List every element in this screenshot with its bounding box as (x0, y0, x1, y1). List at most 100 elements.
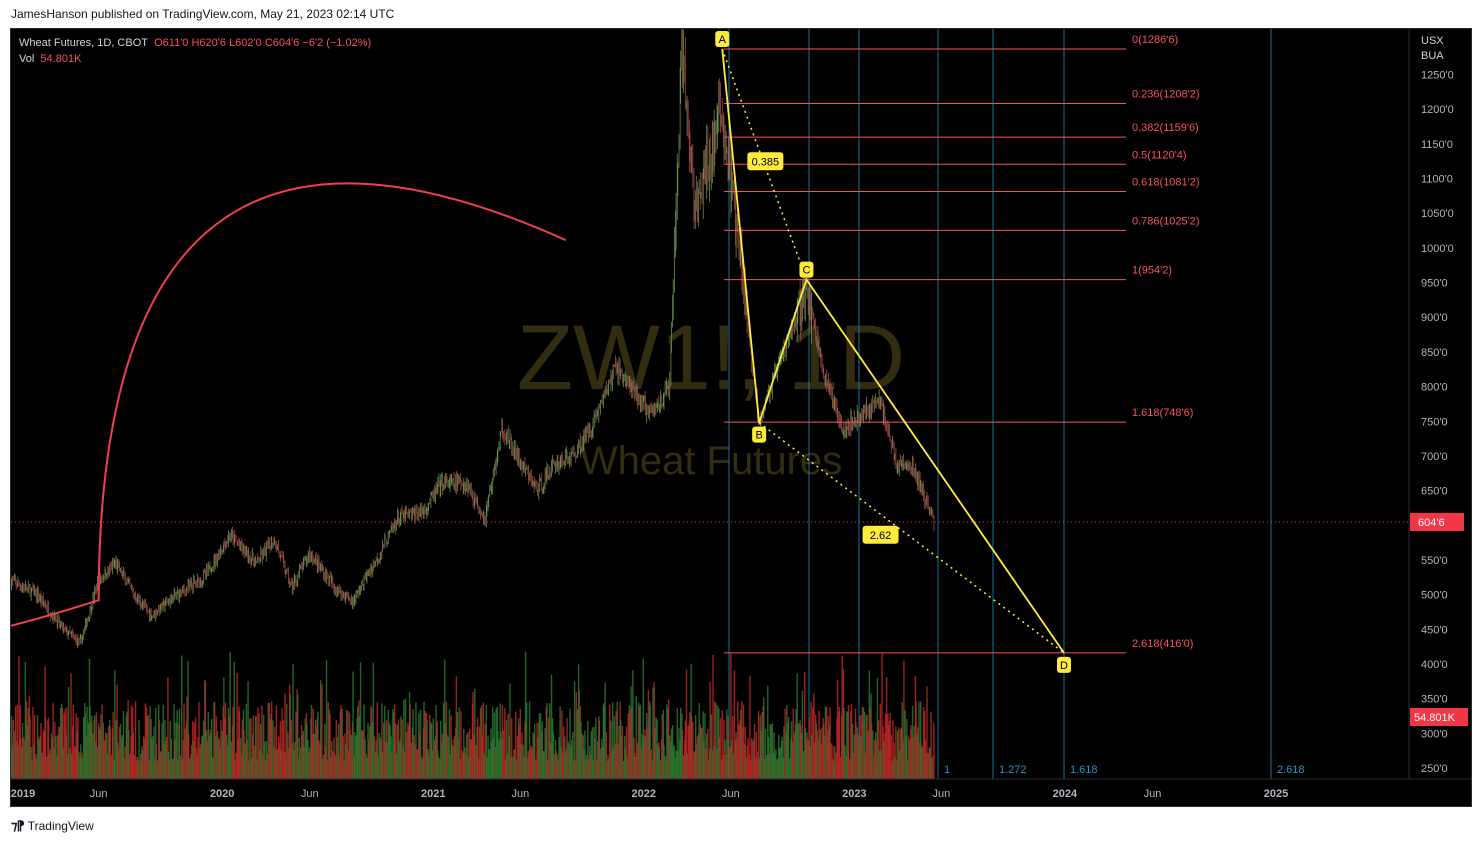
volume-bar (544, 728, 546, 779)
volume-bar (355, 735, 357, 779)
volume-bar (572, 731, 574, 779)
price-tick-label: 750'0 (1421, 416, 1448, 428)
volume-bar (46, 756, 48, 779)
volume-bar (676, 708, 678, 779)
volume-bar (440, 720, 442, 779)
volume-bar (570, 740, 573, 779)
volume-bar (855, 722, 857, 779)
trend-curve[interactable] (11, 182, 567, 627)
price-tick-label: 500'0 (1421, 590, 1448, 602)
volume-bar (218, 737, 220, 779)
volume-bar (158, 720, 160, 779)
time-axis[interactable]: 2019 Jun 2020 Jun 2021 Jun 2022 Jun 2023 Jun 2024 J… (11, 778, 1471, 806)
volume-bar (67, 687, 70, 779)
volume-bar (592, 760, 594, 779)
volume-bar (15, 741, 17, 779)
volume-bar (354, 732, 356, 779)
volume-bar (523, 757, 525, 779)
volume-bar (441, 733, 444, 779)
volume-bar (184, 728, 186, 779)
publisher-credit: JamesHanson published on TradingView.com… (11, 7, 395, 21)
volume-bar (830, 743, 832, 779)
volume-bar (767, 685, 769, 779)
volume-bar (524, 651, 527, 779)
volume-bar (340, 704, 342, 779)
volume-bar (230, 741, 233, 779)
volume-bar (442, 703, 445, 779)
volume-bar (475, 745, 477, 779)
volume-bar (278, 742, 280, 779)
volume-bar (193, 722, 196, 779)
volume-bar (484, 723, 486, 779)
volume-bar (269, 719, 271, 779)
volume-bar (87, 722, 89, 779)
abcd-pattern[interactable]: A B C D 0.385 2.62 (715, 31, 1071, 673)
volume-bar (919, 701, 922, 779)
volume-bar (386, 742, 388, 779)
volume-bar (712, 654, 714, 779)
volume-bar (33, 714, 36, 779)
price-chart[interactable]: ZW1!, 1D Wheat Futures 00.3820.61811.272… (11, 29, 1471, 806)
volume-bar (129, 754, 131, 779)
volume-bar (760, 730, 762, 779)
volume-bar (29, 716, 31, 779)
volume-bar (298, 737, 301, 779)
volume-bar (151, 738, 153, 779)
volume-bar (700, 727, 702, 779)
volume-bar (407, 725, 410, 779)
volume-bar (583, 749, 585, 779)
price-axis-unit: USX (1421, 35, 1444, 47)
volume-bar (416, 749, 419, 779)
volume-bar (718, 737, 721, 779)
volume-bar (889, 712, 891, 779)
volume-bar (487, 748, 490, 779)
volume-bar (376, 702, 378, 779)
volume-bar (506, 753, 508, 779)
volume-bar (636, 743, 639, 779)
pattern-point-badge (752, 426, 767, 443)
volume-bar (913, 726, 916, 779)
volume-bar (716, 705, 719, 779)
fib-level-label: 0.786(1025'2) (1132, 215, 1200, 227)
price-axis[interactable]: 250'0300'0350'0400'0450'0500'0550'0600'0… (1408, 29, 1471, 806)
volume-bar (63, 712, 65, 779)
volume-bar (492, 737, 494, 779)
volume-bar (393, 704, 396, 779)
volume-bar (412, 709, 414, 779)
volume-bar (57, 734, 59, 779)
volume-bar (201, 735, 204, 779)
volume-bar (620, 719, 622, 779)
volume-bar (535, 759, 537, 779)
volume-bar (455, 676, 458, 779)
volume-bar (746, 746, 748, 779)
volume-bar (495, 708, 497, 779)
volume-bar (187, 660, 189, 779)
volume-bar (594, 738, 596, 779)
volume-bar (307, 751, 310, 779)
volume-bar (894, 757, 896, 779)
volume-bar (52, 702, 54, 779)
volume-bar (220, 720, 222, 779)
time-tick-label: 2020 (210, 788, 234, 800)
volume-bar (520, 743, 522, 779)
volume-bar (190, 745, 193, 779)
volume-bar (22, 737, 25, 779)
volume-bar (581, 733, 583, 779)
volume-bar (924, 740, 926, 779)
volume-bar (444, 659, 446, 779)
volume-bar (747, 738, 749, 779)
volume-bar (77, 717, 79, 779)
volume-bar (138, 720, 140, 779)
volume-bar (344, 744, 347, 779)
volume-bar (472, 692, 474, 779)
volume-bar (843, 708, 845, 779)
volume-bar (381, 751, 384, 779)
volume-bar (739, 709, 742, 779)
tradingview-logo[interactable]: ⁊⁋ TradingView (11, 818, 94, 834)
volume-bar (156, 760, 159, 779)
volume-bar (366, 757, 368, 779)
fib-retracement[interactable]: 0(1286'6) 0.236(1208'2) 0.382(1159'6) 0.5(1… (11, 34, 1409, 654)
volume-bar (733, 670, 736, 779)
volume-bar (813, 693, 815, 779)
chart-panel[interactable]: ZW1!, 1D Wheat Futures 00.3820.61811.272… (10, 28, 1472, 807)
